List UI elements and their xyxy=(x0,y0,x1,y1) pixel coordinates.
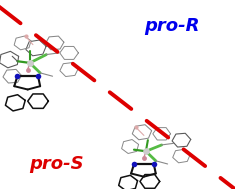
Text: pro-R: pro-R xyxy=(144,17,199,36)
Text: pro-S: pro-S xyxy=(29,155,84,174)
